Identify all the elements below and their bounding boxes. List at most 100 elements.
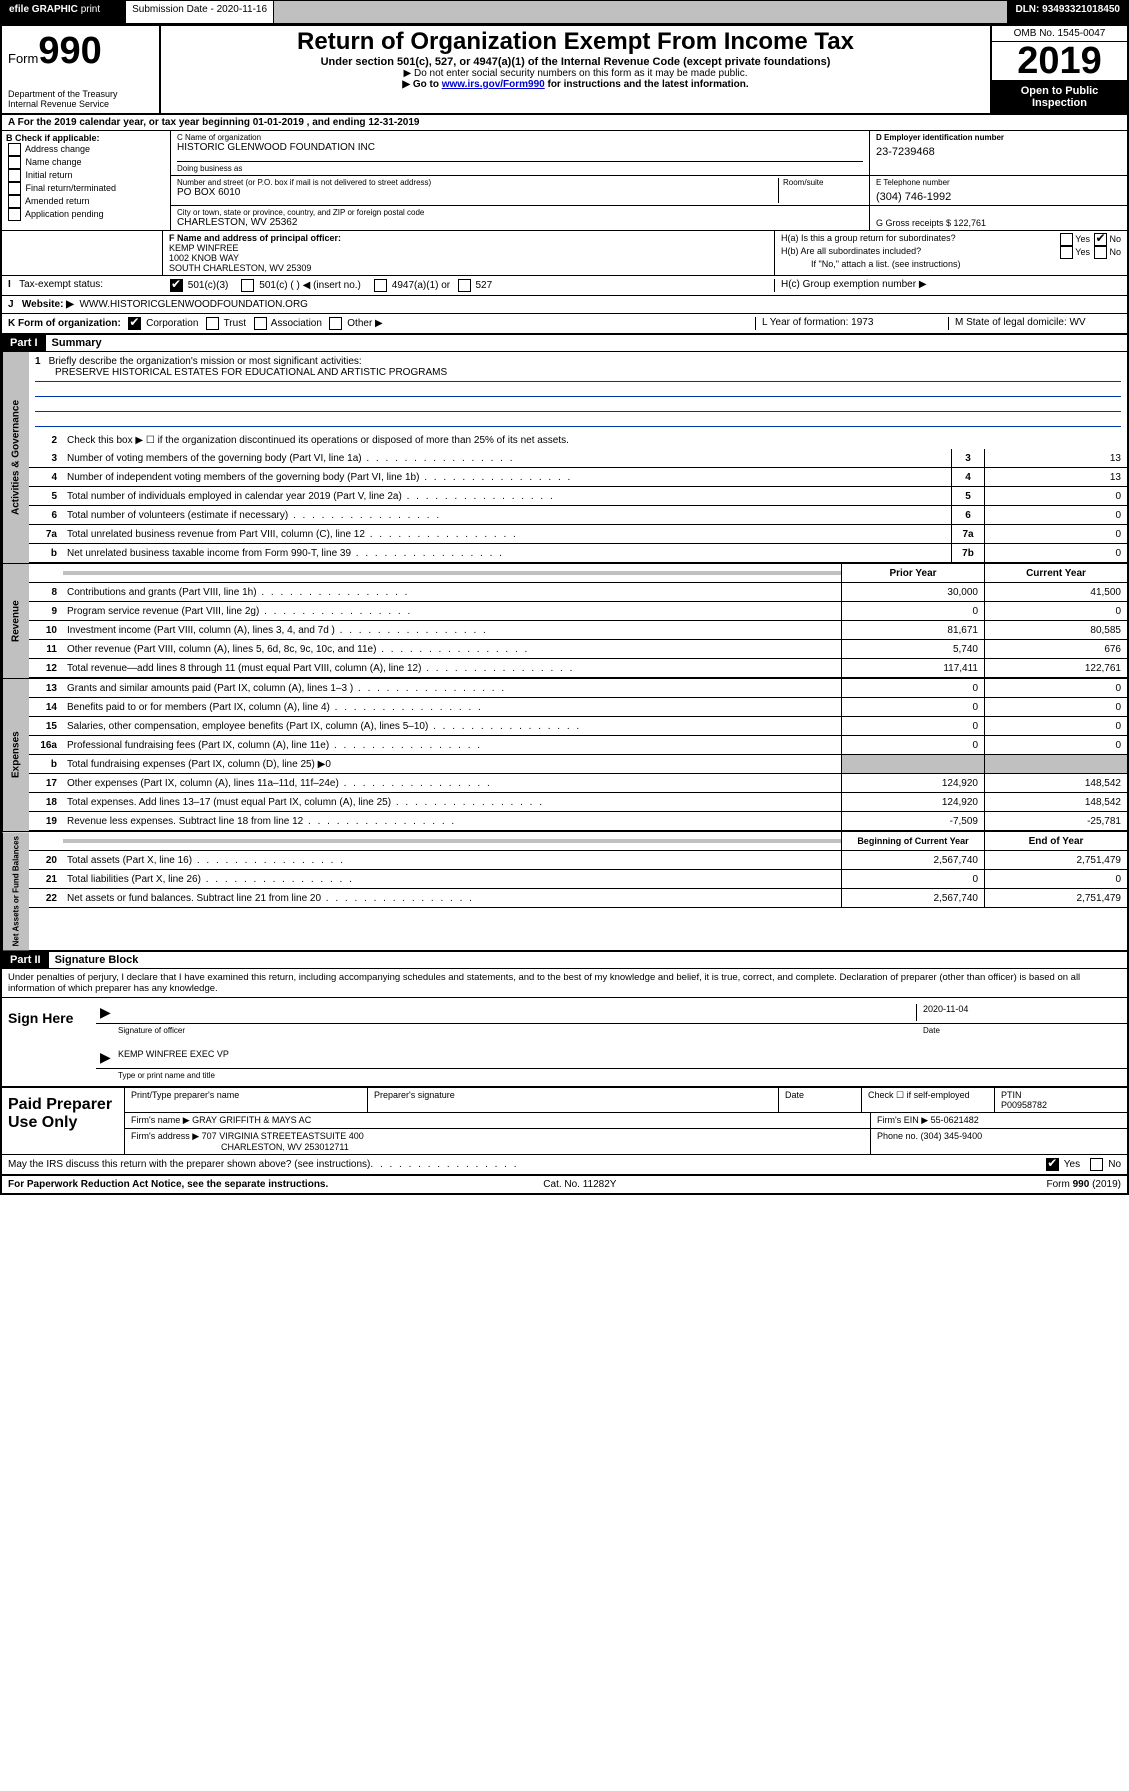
chk-address-change[interactable]: Address change — [6, 143, 166, 156]
prior-value: 81,671 — [841, 621, 984, 639]
line-num: 8 — [29, 587, 63, 598]
chk-amended-return[interactable]: Amended return — [6, 195, 166, 208]
mission-text: PRESERVE HISTORICAL ESTATES FOR EDUCATIO… — [35, 367, 1121, 382]
toolbar-spacer — [274, 1, 1007, 23]
submission-date-box — [109, 1, 126, 23]
form-footer-label: Form 990 (2019) — [1047, 1179, 1121, 1190]
line-text: Contributions and grants (Part VIII, lin… — [63, 585, 841, 600]
header-center: Return of Organization Exempt From Incom… — [161, 26, 990, 113]
ptin-box: PTINP00958782 — [995, 1088, 1127, 1112]
line-text: Total unrelated business revenue from Pa… — [63, 527, 951, 542]
section-hc: H(c) Group exemption number ▶ — [774, 279, 1121, 292]
line-num: 22 — [29, 893, 63, 904]
part2-title: Signature Block — [49, 952, 145, 968]
line-text: Number of voting members of the governin… — [63, 451, 951, 466]
org-name-box: C Name of organization HISTORIC GLENWOOD… — [171, 131, 870, 175]
table-row: 19Revenue less expenses. Subtract line 1… — [29, 812, 1127, 831]
vlabel-governance: Activities & Governance — [2, 352, 29, 563]
line-text: Number of independent voting members of … — [63, 470, 951, 485]
tax-exempt-row: I Tax-exempt status: 501(c)(3) 501(c) ( … — [2, 276, 1127, 296]
part1-badge: Part I — [2, 335, 46, 351]
chk-4947[interactable] — [374, 279, 387, 292]
line-num: b — [29, 759, 63, 770]
current-value: 41,500 — [984, 583, 1127, 601]
chk-initial-return[interactable]: Initial return — [6, 169, 166, 182]
dln-label: DLN: 93493321018450 — [1007, 1, 1128, 23]
section-cde-col: C Name of organization HISTORIC GLENWOOD… — [171, 131, 1127, 230]
print-button[interactable]: print — [81, 4, 100, 15]
prior-value: 0 — [841, 870, 984, 888]
chk-trust[interactable] — [206, 317, 219, 330]
section-net-assets: Net Assets or Fund Balances Beginning of… — [2, 832, 1127, 952]
chk-527[interactable] — [458, 279, 471, 292]
table-row: 4Number of independent voting members of… — [29, 468, 1127, 487]
dept-label: Department of the TreasuryInternal Reven… — [8, 89, 118, 109]
tax-year: 2019 — [992, 42, 1127, 81]
prior-value: 2,567,740 — [841, 889, 984, 907]
line-num: 13 — [29, 683, 63, 694]
date-label: Date — [917, 1026, 1123, 1035]
chk-discuss-yes[interactable] — [1046, 1158, 1059, 1171]
line-value: 0 — [984, 506, 1127, 524]
line-value: 0 — [984, 487, 1127, 505]
table-row: 12Total revenue—add lines 8 through 11 (… — [29, 659, 1127, 678]
line-2: Check this box ▶ ☐ if the organization d… — [63, 433, 1127, 448]
prior-value: 0 — [841, 602, 984, 620]
line-num: 17 — [29, 778, 63, 789]
form-title: Return of Organization Exempt From Incom… — [169, 28, 982, 56]
chk-501c[interactable] — [241, 279, 254, 292]
col-current-year: Current Year — [984, 564, 1127, 582]
tax-exempt-opts: 501(c)(3) 501(c) ( ) ◀ (insert no.) 4947… — [168, 279, 774, 292]
table-row: 5Total number of individuals employed in… — [29, 487, 1127, 506]
prior-value: 124,920 — [841, 774, 984, 792]
line-text: Benefits paid to or for members (Part IX… — [63, 700, 841, 715]
prior-value: 124,920 — [841, 793, 984, 811]
website-row: J Website: ▶ WWW.HISTORICGLENWOODFOUNDAT… — [2, 296, 1127, 314]
vlabel-expenses: Expenses — [2, 679, 29, 831]
line-text: Revenue less expenses. Subtract line 18 … — [63, 814, 841, 829]
line-num: 19 — [29, 816, 63, 827]
section-f: F Name and address of principal officer:… — [163, 231, 775, 275]
prior-value: 2,567,740 — [841, 851, 984, 869]
paid-preparer-section: Paid Preparer Use Only Print/Type prepar… — [2, 1088, 1127, 1155]
chk-other[interactable] — [329, 317, 342, 330]
chk-501c3[interactable] — [170, 279, 183, 292]
line-num: 16a — [29, 740, 63, 751]
open-to-public: Open to Public Inspection — [992, 81, 1127, 113]
form-subtitle: Under section 501(c), 527, or 4947(a)(1)… — [169, 56, 982, 68]
table-row: 22Net assets or fund balances. Subtract … — [29, 889, 1127, 908]
chk-discuss-no[interactable] — [1090, 1158, 1103, 1171]
table-row: 18Total expenses. Add lines 13–17 (must … — [29, 793, 1127, 812]
line-num: 18 — [29, 797, 63, 808]
prior-value: 30,000 — [841, 583, 984, 601]
self-employed-label: Check ☐ if self-employed — [862, 1088, 995, 1112]
b-col-spacer — [2, 231, 163, 275]
chk-name-change[interactable]: Name change — [6, 156, 166, 169]
line-value: 13 — [984, 468, 1127, 486]
website-url: WWW.HISTORICGLENWOODFOUNDATION.ORG — [79, 299, 308, 310]
line-num: 12 — [29, 663, 63, 674]
prior-value: 117,411 — [841, 659, 984, 677]
firm-address-box: Firm's address ▶ 707 VIRGINIA STREETEAST… — [125, 1129, 871, 1154]
current-value: 80,585 — [984, 621, 1127, 639]
tax-period: A For the 2019 calendar year, or tax yea… — [2, 115, 1127, 131]
prior-value: 0 — [841, 736, 984, 754]
chk-application-pending[interactable]: Application pending — [6, 208, 166, 221]
table-row: 8Contributions and grants (Part VIII, li… — [29, 583, 1127, 602]
prior-value: 5,740 — [841, 640, 984, 658]
line-ref: 5 — [951, 487, 984, 505]
firm-name-box: Firm's name ▶ GRAY GRIFFITH & MAYS AC — [125, 1113, 871, 1128]
part2-header-row: Part II Signature Block — [2, 952, 1127, 969]
sign-date: 2020-11-04 — [916, 1004, 1123, 1021]
section-b: B Check if applicable: Address change Na… — [2, 131, 171, 230]
chk-corporation[interactable] — [128, 317, 141, 330]
line-num: 15 — [29, 721, 63, 732]
irs-link[interactable]: www.irs.gov/Form990 — [442, 79, 545, 90]
current-value: 122,761 — [984, 659, 1127, 677]
chk-association[interactable] — [254, 317, 267, 330]
current-value — [984, 755, 1127, 773]
chk-final-return[interactable]: Final return/terminated — [6, 182, 166, 195]
prior-value: 0 — [841, 698, 984, 716]
header-left: Form990 Department of the TreasuryIntern… — [2, 26, 161, 113]
line-text: Other revenue (Part VIII, column (A), li… — [63, 642, 841, 657]
